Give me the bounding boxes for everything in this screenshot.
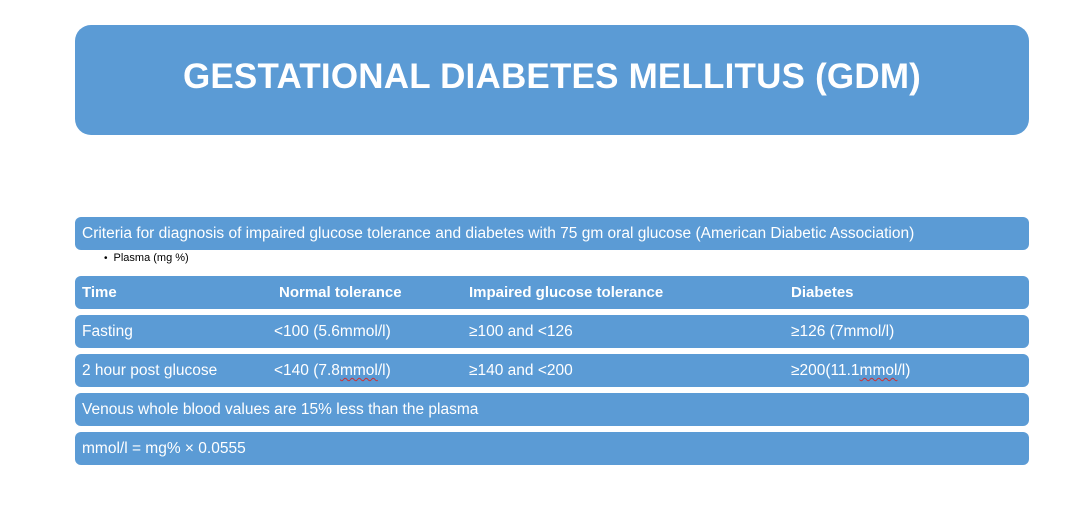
header-time: Time xyxy=(82,284,117,301)
cell-diabetes: ≥126 (7mmol/l) xyxy=(791,323,895,340)
table-row: Fasting <100 (5.6mmol/l) ≥100 and <126 ≥… xyxy=(75,315,1029,348)
cell-diabetes-value: ≥200(11.1 xyxy=(791,362,860,379)
note-conversion-formula: mmol/l = mg% × 0.0555 xyxy=(82,440,246,457)
spellcheck-unit: mmol xyxy=(859,362,898,379)
cell-impaired: ≥140 and <200 xyxy=(469,362,573,379)
cell-impaired: ≥100 and <126 xyxy=(469,323,573,340)
bullet-text: Plasma (mg %) xyxy=(113,252,189,264)
bullet-icon: • xyxy=(104,252,108,264)
cell-normal-suffix: /l) xyxy=(377,362,391,379)
header-impaired-glucose-tolerance: Impaired glucose tolerance xyxy=(469,284,664,301)
cell-normal-value: <140 (7.8 xyxy=(274,362,340,379)
cell-time: Fasting xyxy=(82,323,133,340)
note-bar: mmol/l = mg% × 0.0555 xyxy=(75,432,1029,465)
note-bar: Venous whole blood values are 15% less t… xyxy=(75,393,1029,426)
header-normal-tolerance: Normal tolerance xyxy=(279,284,402,301)
header-diabetes: Diabetes xyxy=(791,284,854,301)
criteria-text: Criteria for diagnosis of impaired gluco… xyxy=(82,225,915,242)
title-banner: GESTATIONAL DIABETES MELLITUS (GDM) xyxy=(75,25,1029,135)
cell-normal: <140 (7.8mmol/l) xyxy=(274,354,391,387)
table-row: 2 hour post glucose <140 (7.8mmol/l) ≥14… xyxy=(75,354,1029,387)
cell-time: 2 hour post glucose xyxy=(82,362,218,379)
cell-diabetes-suffix: /l) xyxy=(897,362,911,379)
cell-normal: <100 (5.6mmol/l) xyxy=(274,323,391,340)
note-venous-blood: Venous whole blood values are 15% less t… xyxy=(82,401,479,418)
page-title: GESTATIONAL DIABETES MELLITUS (GDM) xyxy=(182,57,922,96)
cell-diabetes: ≥200(11.1mmol/l) xyxy=(791,354,910,387)
criteria-bar: Criteria for diagnosis of impaired gluco… xyxy=(75,217,1029,250)
table-header-row: Time Normal tolerance Impaired glucose t… xyxy=(75,276,1029,309)
spellcheck-unit: mmol xyxy=(339,362,378,379)
bullet-item: • Plasma (mg %) xyxy=(104,252,189,264)
